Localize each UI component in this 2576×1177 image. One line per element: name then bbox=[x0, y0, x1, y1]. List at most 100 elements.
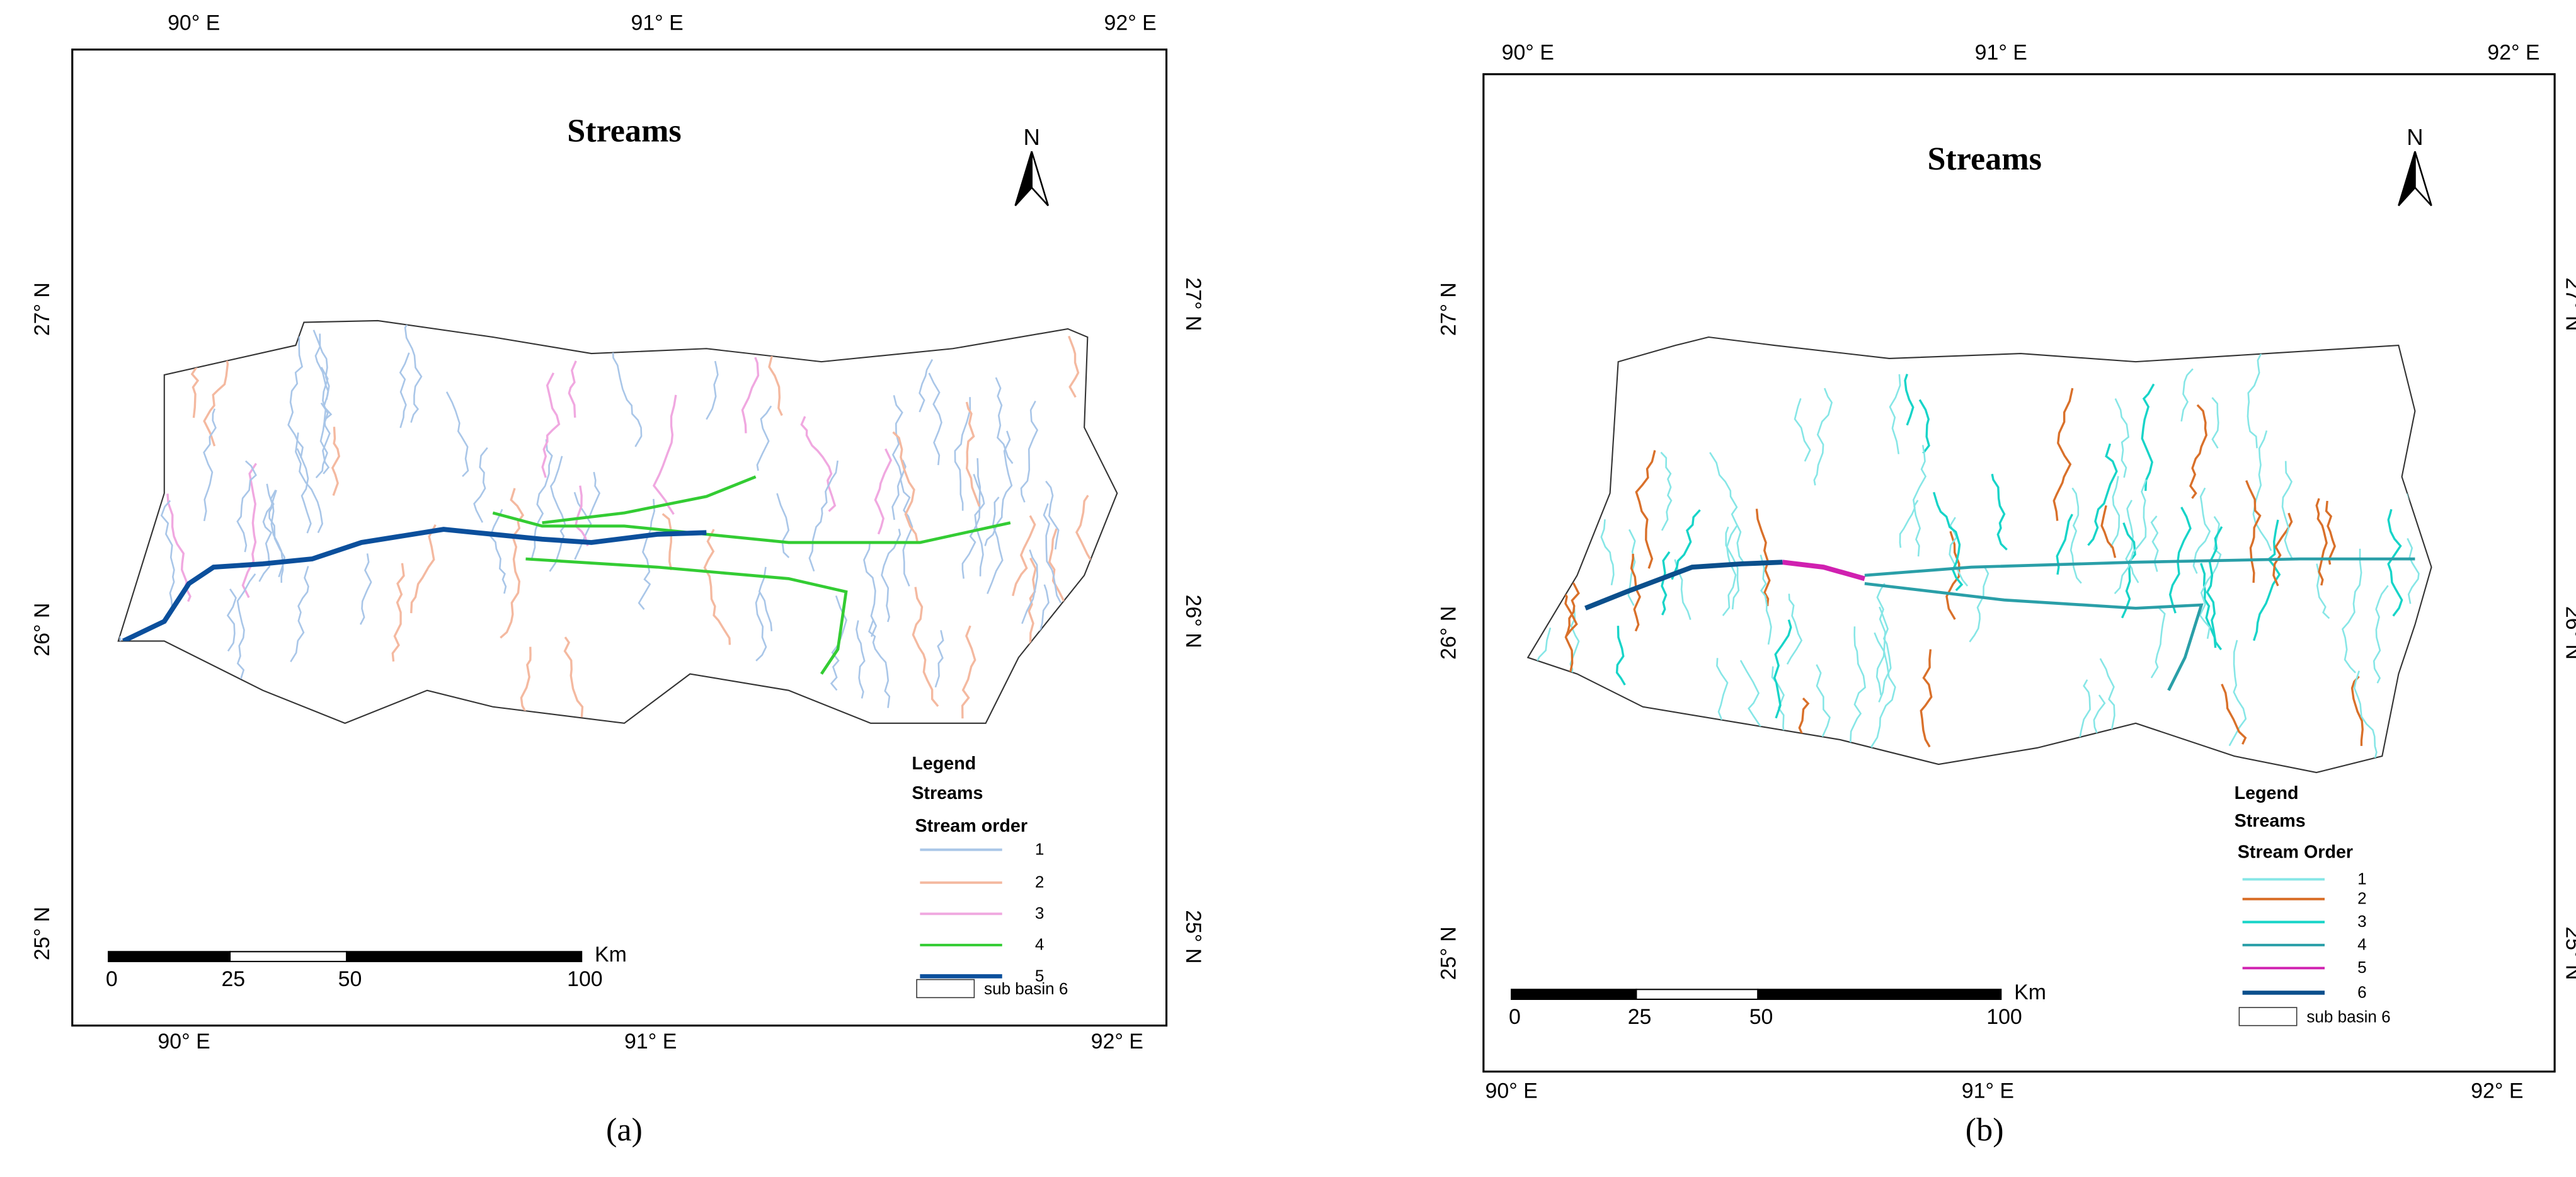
stream bbox=[2407, 537, 2420, 604]
stream bbox=[756, 405, 772, 471]
stream bbox=[241, 462, 257, 599]
top-coord: 92° E bbox=[1104, 11, 1157, 35]
legend-basin: sub basin 6 bbox=[2306, 1007, 2390, 1026]
stream bbox=[296, 448, 312, 534]
stream bbox=[919, 359, 934, 413]
scale-unit: Km bbox=[595, 943, 627, 967]
stream bbox=[290, 566, 309, 662]
legend-layer: Streams bbox=[2235, 811, 2306, 831]
scale-segment bbox=[1511, 989, 1637, 1000]
stream bbox=[1991, 473, 2008, 551]
stream bbox=[1725, 526, 1740, 610]
bottom-coord: 91° E bbox=[1962, 1079, 2014, 1103]
stream bbox=[2087, 443, 2118, 546]
stream bbox=[236, 460, 257, 553]
legend-heading: Stream order bbox=[915, 816, 1028, 836]
legend-label: 3 bbox=[2357, 912, 2367, 931]
stream bbox=[703, 529, 731, 645]
top-coord: 90° E bbox=[168, 11, 220, 35]
scale-label: 25 bbox=[1628, 1005, 1652, 1029]
stream bbox=[1627, 529, 1636, 606]
stream bbox=[320, 402, 331, 474]
stream bbox=[203, 408, 217, 522]
main-stream bbox=[525, 557, 848, 675]
stream bbox=[2211, 397, 2219, 449]
panel-label: (b) bbox=[1966, 1112, 2004, 1148]
stream bbox=[965, 401, 981, 507]
stream bbox=[1048, 528, 1066, 603]
stream bbox=[1870, 632, 1896, 759]
map-frame bbox=[71, 49, 1168, 1027]
stream bbox=[541, 372, 561, 478]
stream bbox=[2272, 512, 2293, 587]
map-title: Streams bbox=[1927, 141, 2041, 177]
stream bbox=[881, 529, 902, 623]
basin-outline bbox=[1526, 336, 2432, 774]
stream bbox=[863, 542, 878, 637]
stream bbox=[755, 592, 767, 662]
scale-label: 100 bbox=[567, 967, 603, 991]
stream bbox=[706, 360, 719, 420]
scale-segment bbox=[229, 951, 348, 963]
north-arrow bbox=[2414, 151, 2432, 207]
streams bbox=[118, 322, 1105, 719]
stream bbox=[563, 636, 584, 718]
scale-segment bbox=[1635, 989, 1759, 1000]
stream bbox=[1722, 525, 1738, 616]
stream bbox=[892, 431, 919, 544]
stream bbox=[1904, 374, 1915, 426]
stream bbox=[142, 449, 152, 520]
stream bbox=[1709, 452, 1746, 565]
stream bbox=[1635, 450, 1656, 569]
left-coord: 25° N bbox=[1436, 926, 1460, 980]
legend-label: 3 bbox=[1035, 904, 1045, 922]
stream bbox=[800, 416, 837, 512]
stream bbox=[1660, 451, 1673, 531]
stream bbox=[1600, 519, 1615, 586]
legend-title: Legend bbox=[912, 754, 976, 774]
legend-label: 4 bbox=[2357, 935, 2367, 954]
map-panel: 90° E 91° E 92° E 90° E 91° E 92° E 27° N 26° N… bbox=[1436, 40, 2576, 1148]
stream bbox=[1918, 399, 1930, 454]
stream bbox=[1564, 582, 1580, 674]
stream bbox=[1878, 606, 1892, 703]
left-coord: 25° N bbox=[30, 907, 54, 960]
scale-segment bbox=[108, 951, 231, 963]
scale-label: 50 bbox=[338, 967, 362, 991]
main-stream bbox=[542, 475, 757, 525]
stream bbox=[1043, 503, 1062, 604]
map-frame bbox=[1482, 73, 2556, 1073]
stream bbox=[2247, 342, 2262, 449]
streams bbox=[1533, 338, 2432, 764]
stream bbox=[2281, 461, 2293, 560]
stream bbox=[1920, 649, 1933, 748]
stream bbox=[314, 333, 329, 400]
right-coord: 27° N bbox=[1181, 277, 1205, 331]
north-label: N bbox=[2407, 124, 2423, 150]
scale-label: 0 bbox=[106, 967, 118, 991]
right-coord: 25° N bbox=[1181, 910, 1205, 963]
stream bbox=[1589, 410, 1605, 480]
main-stream bbox=[1782, 560, 1865, 582]
legend-basin: sub basin 6 bbox=[984, 979, 1068, 998]
bottom-coord: 92° E bbox=[2471, 1079, 2523, 1103]
panel-label: (a) bbox=[606, 1112, 643, 1148]
top-coord: 92° E bbox=[2487, 40, 2539, 64]
scale-label: 50 bbox=[1749, 1005, 1773, 1029]
stream bbox=[928, 372, 942, 466]
stream bbox=[130, 404, 147, 500]
stream bbox=[1945, 531, 1961, 620]
legend-label: 5 bbox=[2357, 958, 2367, 977]
stream bbox=[489, 508, 507, 594]
stream bbox=[1773, 619, 1792, 719]
stream bbox=[520, 646, 532, 718]
stream bbox=[574, 485, 589, 546]
stream bbox=[2200, 563, 2217, 648]
stream bbox=[1760, 554, 1772, 645]
stream bbox=[1969, 565, 1989, 643]
stream bbox=[2110, 476, 2121, 548]
stream bbox=[2180, 368, 2194, 422]
left-coord: 27° N bbox=[1436, 282, 1460, 336]
stream bbox=[1021, 549, 1038, 624]
